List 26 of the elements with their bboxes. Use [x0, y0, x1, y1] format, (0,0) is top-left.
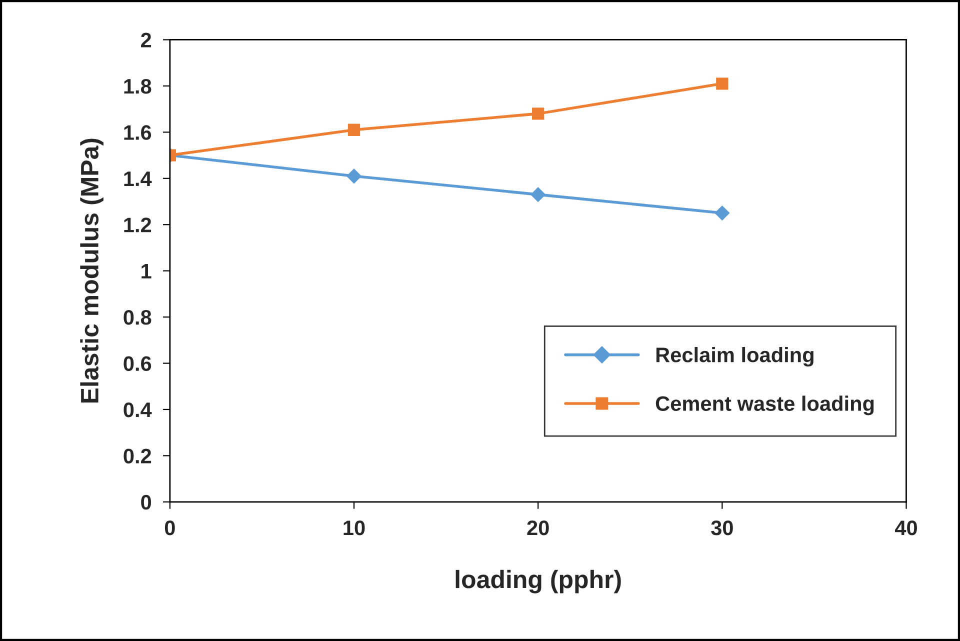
y-tick-label: 0.2 [124, 448, 152, 464]
point [532, 108, 544, 120]
y-tick-label: 1 [142, 264, 152, 278]
point [348, 124, 360, 136]
y-tick-label: 1.8 [124, 78, 152, 94]
y-tick-label: 1.6 [124, 125, 152, 140]
y-tick-label: 0 [141, 494, 152, 510]
y-tick-label: 1.2 [124, 218, 152, 232]
y-tick-label: 0.6 [124, 356, 152, 372]
y-tick-label: 2 [141, 32, 152, 48]
point [530, 187, 546, 202]
point [716, 78, 728, 90]
y-axis-title: Elastic modulus (MPa) [80, 138, 104, 402]
y-tick-label: 1.4 [124, 172, 152, 186]
x-tick-label: 0 [164, 520, 175, 536]
legend-label: Cement waste loading [656, 396, 874, 416]
x-tick-label: 20 [527, 520, 549, 536]
x-tick-label: 40 [894, 520, 917, 536]
x-axis-title: loading (pphr) [456, 570, 621, 594]
x-tick-label: 10 [344, 520, 365, 536]
y-tick-label: 0.4 [124, 402, 152, 418]
point [346, 168, 362, 184]
point [714, 206, 730, 220]
y-tick-label: 0.8 [124, 310, 152, 325]
x-tick-label: 30 [711, 520, 733, 536]
legend-label: Reclaim loading [656, 347, 814, 367]
